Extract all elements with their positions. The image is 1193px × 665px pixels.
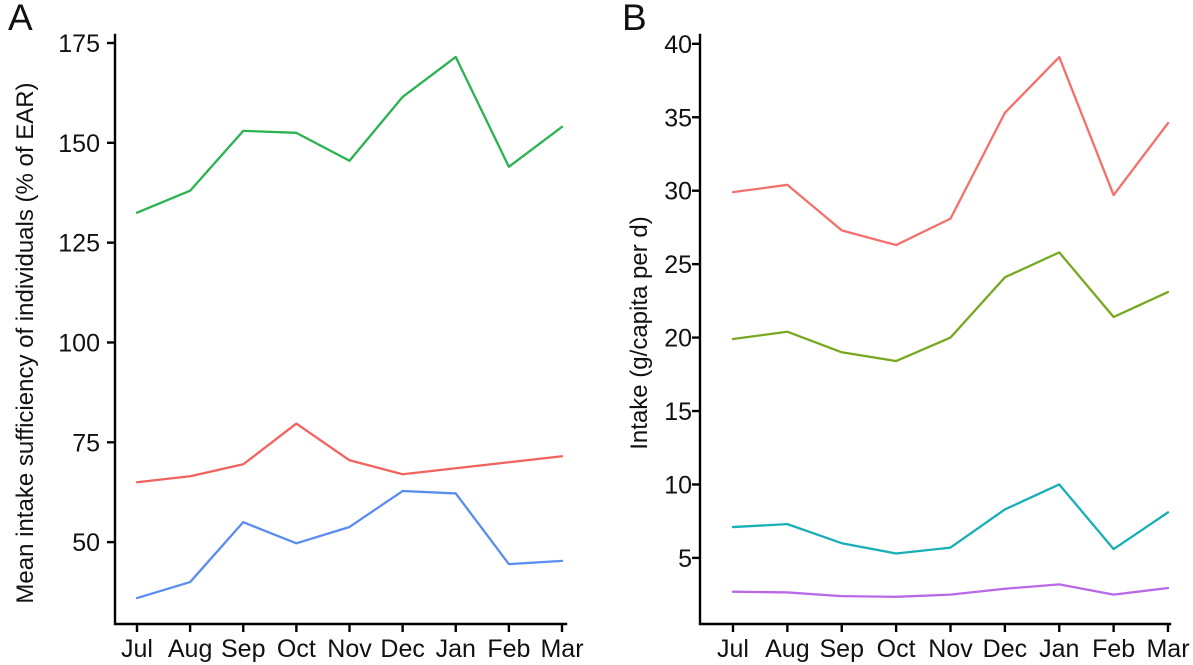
panel-b-letter: B bbox=[622, 0, 647, 38]
panel-a-letter: A bbox=[8, 0, 33, 38]
panel-b-chart: 5 10 15 20 25 30 35 40 Jul Aug Sep Oct Nov Dec Jan Feb M… bbox=[664, 31, 1189, 663]
x-tick-label: Jul bbox=[121, 635, 153, 663]
panel-a-y-axis-title: Mean intake sufficiency of individuals (… bbox=[12, 82, 39, 604]
y-tick-label: 35 bbox=[664, 104, 692, 132]
x-tick-label: Sep bbox=[820, 635, 864, 663]
panel-b-purple-line bbox=[731, 583, 1170, 598]
y-tick-label: 50 bbox=[72, 529, 100, 557]
panel-a-red-line bbox=[135, 422, 564, 484]
x-tick-label: Aug bbox=[765, 635, 809, 663]
y-tick-label: 20 bbox=[664, 325, 692, 353]
x-tick-label: Nov bbox=[928, 635, 973, 663]
x-tick-label: Mar bbox=[540, 635, 583, 663]
x-tick-label: Feb bbox=[1092, 635, 1135, 663]
panel-a-chart: 50 75 100 125 150 175 Jul Aug Sep Oct Nov Dec Jan Feb… bbox=[58, 30, 583, 663]
y-tick-label: 175 bbox=[58, 30, 100, 58]
panel-b-red-line bbox=[731, 55, 1170, 247]
x-tick-label: Nov bbox=[327, 635, 372, 663]
panel-b-y-axis-title: Intake (g/capita per d) bbox=[626, 216, 653, 450]
y-tick-label: 150 bbox=[58, 130, 100, 158]
y-tick-label: 15 bbox=[664, 398, 692, 426]
panel-a-green-line bbox=[135, 55, 564, 214]
x-tick-label: Dec bbox=[983, 635, 1027, 663]
x-tick-label: Oct bbox=[877, 635, 916, 663]
panel-b-olive-line bbox=[731, 251, 1170, 363]
y-tick-label: 10 bbox=[664, 471, 692, 499]
x-tick-label: Jan bbox=[1039, 635, 1079, 663]
panel-b-axis-line bbox=[698, 33, 1172, 626]
x-tick-label: Aug bbox=[168, 635, 212, 663]
panel-a-axis-line bbox=[113, 33, 568, 626]
y-tick-label: 100 bbox=[58, 329, 100, 357]
x-tick-label: Dec bbox=[380, 635, 424, 663]
x-tick-label: Sep bbox=[221, 635, 265, 663]
panel-a-blue-line bbox=[135, 489, 564, 600]
x-tick-label: Jul bbox=[717, 635, 749, 663]
y-tick-label: 25 bbox=[664, 251, 692, 279]
y-tick-label: 75 bbox=[72, 429, 100, 457]
x-tick-label: Oct bbox=[277, 635, 316, 663]
x-tick-label: Feb bbox=[487, 635, 530, 663]
x-tick-label: Jan bbox=[436, 635, 476, 663]
panel-b-teal-line bbox=[731, 483, 1170, 555]
y-tick-label: 5 bbox=[678, 545, 692, 573]
y-tick-label: 30 bbox=[664, 178, 692, 206]
y-tick-label: 125 bbox=[58, 230, 100, 258]
y-tick-label: 40 bbox=[664, 31, 692, 59]
x-tick-label: Mar bbox=[1146, 635, 1189, 663]
